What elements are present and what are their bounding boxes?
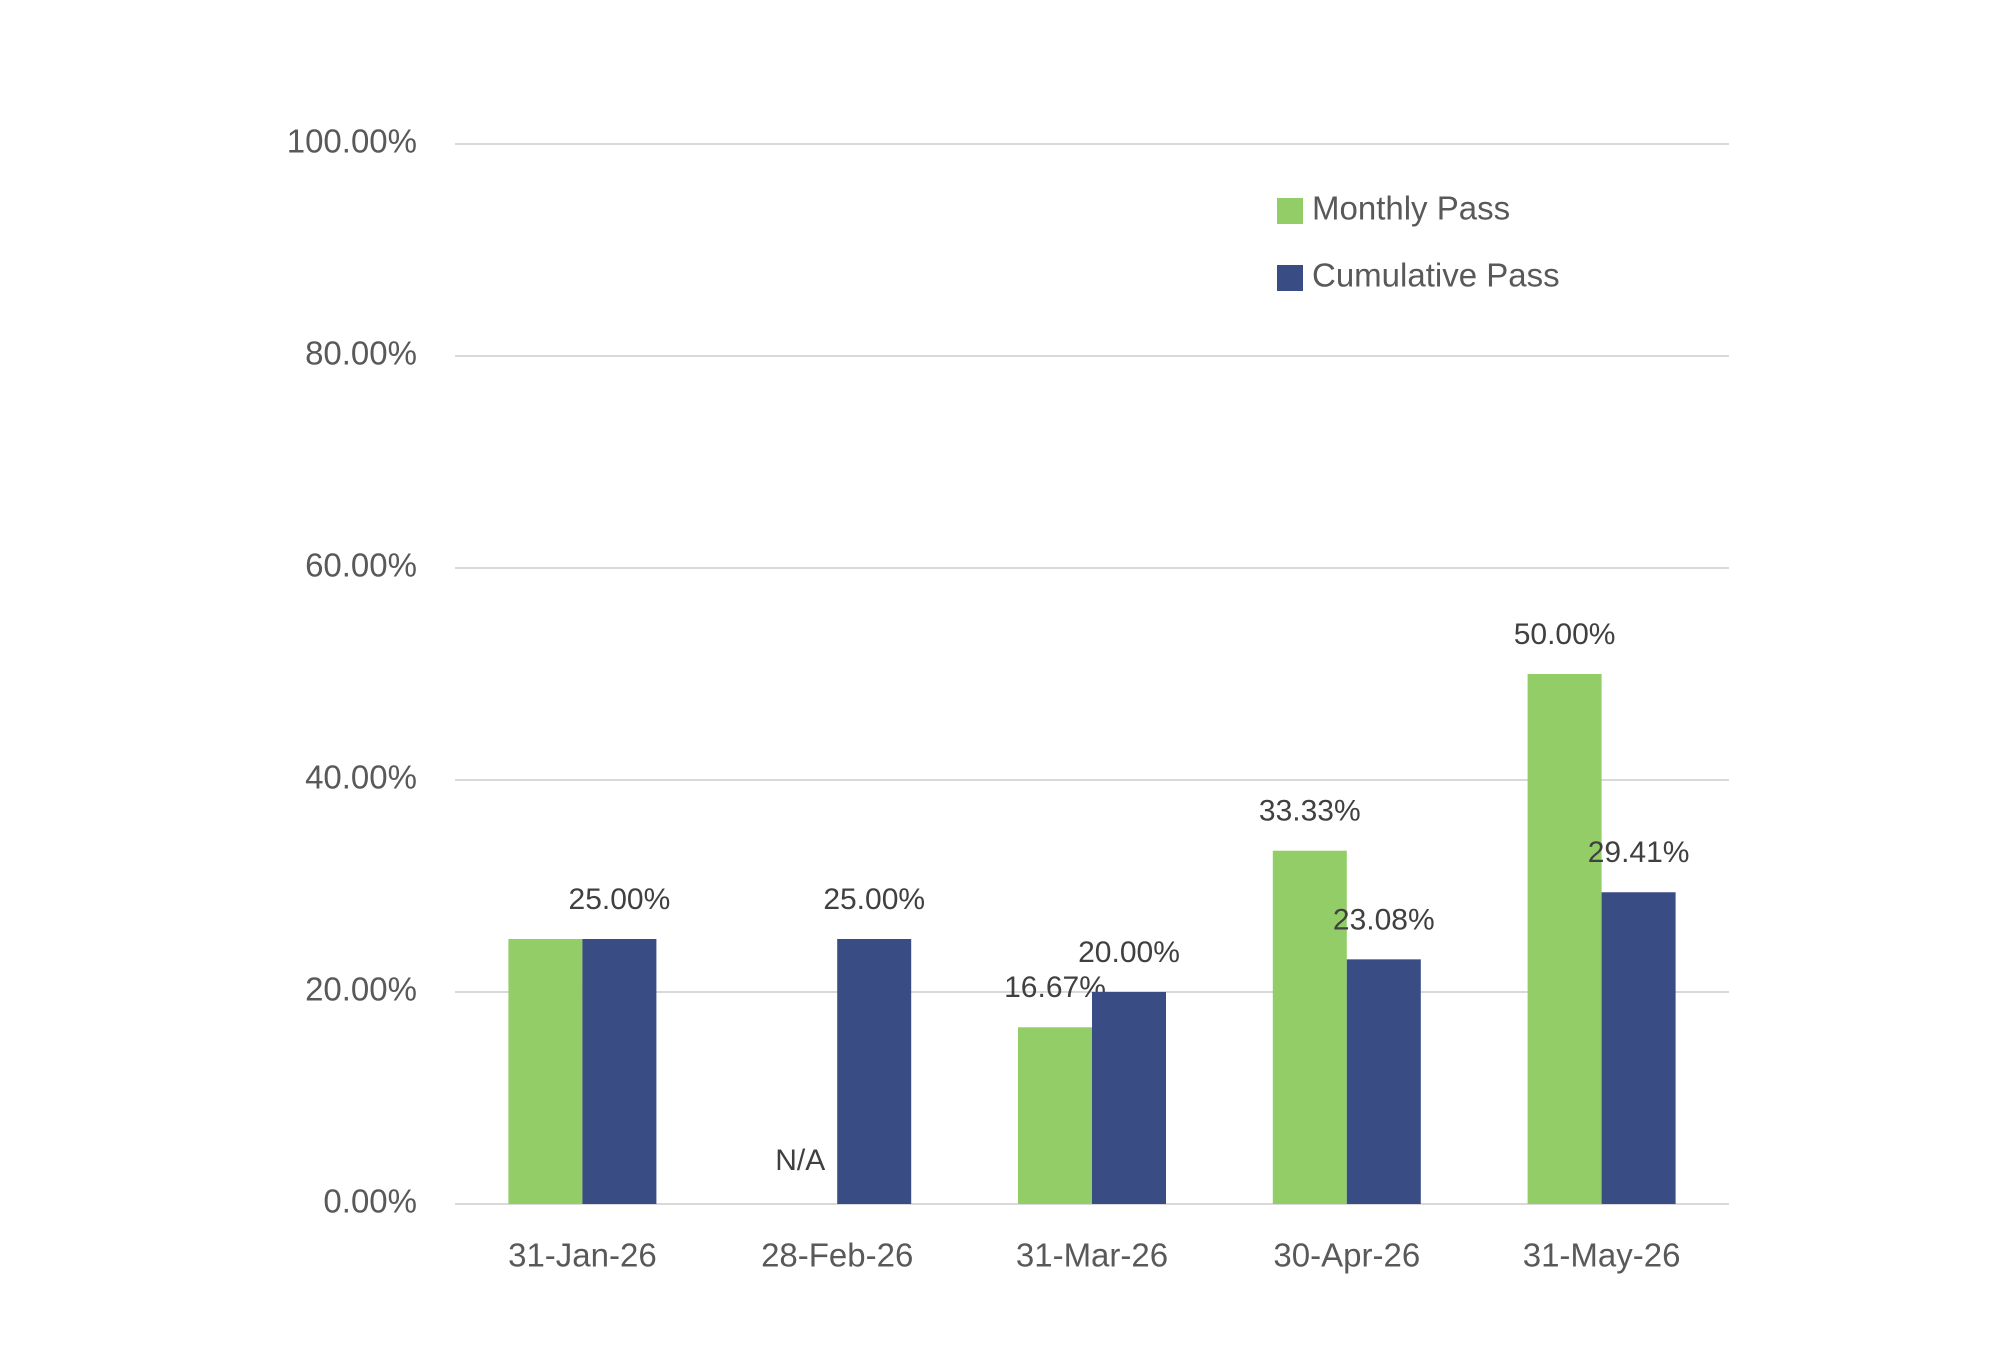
x-tick-label: 28-Feb-26 [761, 1237, 913, 1274]
bar [1346, 959, 1421, 1204]
data-label: N/A [775, 1144, 825, 1177]
y-tick-label: 80.00% [305, 335, 417, 372]
data-label: 20.00% [1078, 936, 1180, 969]
bar [1018, 1027, 1092, 1204]
bar [508, 939, 583, 1204]
x-tick-label: 30-Apr-26 [1273, 1237, 1420, 1274]
data-label: 50.00% [1514, 618, 1616, 651]
x-tick-label: 31-Jan-26 [508, 1237, 657, 1274]
data-label: 23.08% [1333, 903, 1435, 936]
legend-label: Monthly Pass [1312, 190, 1510, 227]
data-label: 29.41% [1588, 836, 1690, 869]
data-label: 33.33% [1259, 795, 1361, 828]
bar [1527, 674, 1602, 1204]
y-tick-label: 100.00% [287, 123, 417, 160]
legend-label: Cumulative Pass [1312, 257, 1560, 294]
y-tick-label: 40.00% [305, 759, 417, 796]
data-label: 25.00% [823, 883, 925, 916]
x-tick-label: 31-Mar-26 [1016, 1237, 1168, 1274]
legend-swatch [1277, 198, 1303, 224]
data-label: 16.67% [1004, 971, 1106, 1004]
y-tick-label: 60.00% [305, 547, 417, 584]
bar [1601, 892, 1676, 1204]
legend-swatch [1277, 265, 1303, 291]
bar [837, 939, 912, 1204]
bar [1272, 850, 1347, 1204]
y-tick-label: 0.00% [323, 1183, 417, 1220]
x-tick-label: 31-May-26 [1523, 1237, 1681, 1274]
y-tick-label: 20.00% [305, 971, 417, 1008]
bar [582, 939, 657, 1204]
bar [1092, 992, 1166, 1204]
data-label: 25.00% [569, 883, 671, 916]
